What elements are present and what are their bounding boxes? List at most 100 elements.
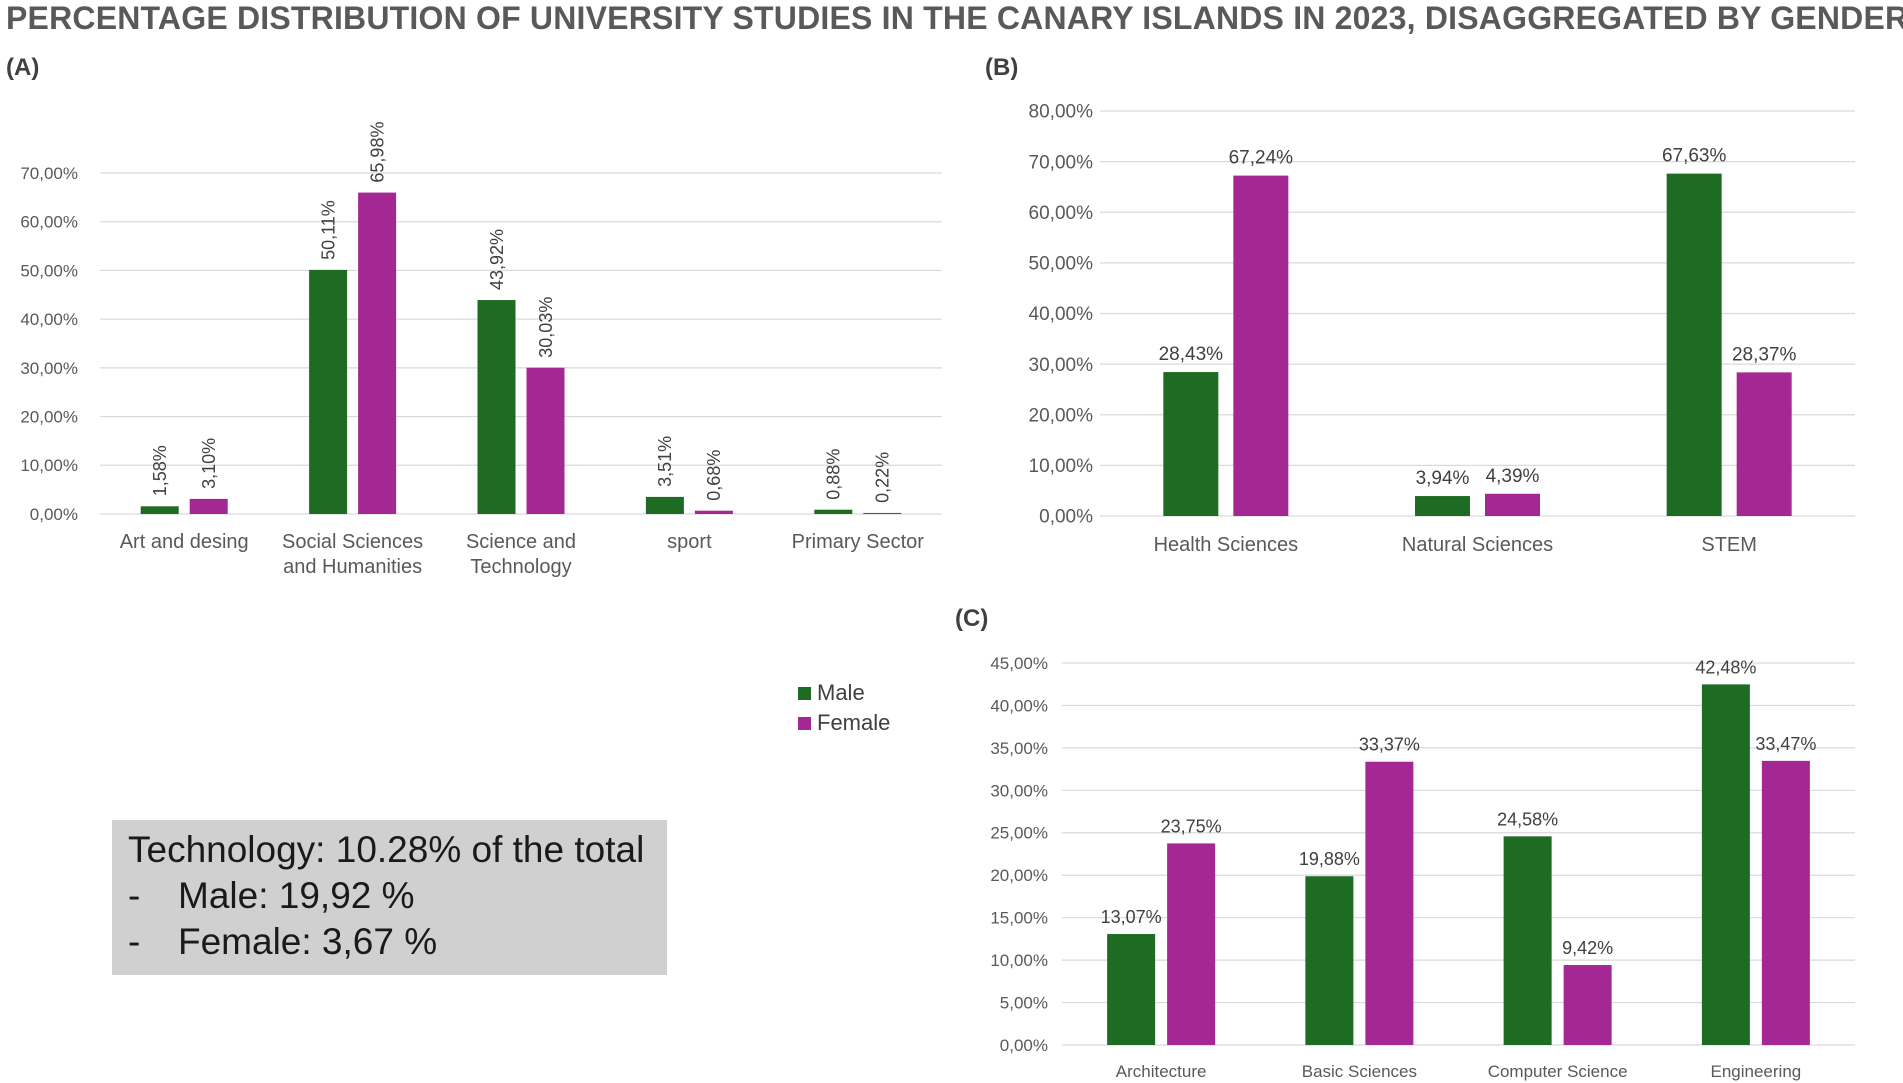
note-text-male: Male: 19,92 % — [178, 875, 415, 916]
data-label: 42,48% — [1695, 657, 1756, 677]
y-tick-label: 0,00% — [30, 505, 78, 524]
data-label: 28,43% — [1159, 344, 1224, 365]
legend-item-male: Male — [798, 678, 890, 708]
note-text-female: Female: 3,67 % — [178, 921, 438, 962]
data-label: 19,88% — [1299, 849, 1360, 869]
data-label: 65,98% — [367, 122, 387, 183]
y-tick-label: 60,00% — [1029, 203, 1094, 224]
bar-male — [1503, 836, 1552, 1045]
data-label: 4,39% — [1486, 466, 1540, 487]
y-tick-label: 10,00% — [20, 456, 78, 475]
y-tick-label: 10,00% — [990, 951, 1048, 970]
legend-swatch-female — [798, 716, 811, 730]
bar-female — [358, 192, 397, 515]
category-label: Computer Science — [1488, 1062, 1628, 1081]
y-tick-label: 50,00% — [20, 261, 78, 280]
data-label: 9,42% — [1562, 938, 1613, 958]
category-label: Primary Sector — [792, 531, 925, 553]
panel-label-c: (C) — [955, 605, 989, 632]
bar-male — [814, 509, 853, 514]
technology-note: Technology: 10.28% of the total - Male: … — [112, 820, 667, 975]
bar-female — [863, 512, 902, 514]
bar-female — [189, 498, 228, 514]
category-label: Engineering — [1711, 1062, 1802, 1081]
category-label: Architecture — [1116, 1062, 1207, 1081]
category-label: Natural Sciences — [1402, 534, 1553, 556]
bar-male — [1107, 934, 1156, 1045]
y-tick-label: 70,00% — [20, 164, 78, 183]
y-tick-label: 30,00% — [1029, 355, 1094, 376]
y-tick-label: 80,00% — [1029, 102, 1094, 123]
data-label: 33,37% — [1359, 735, 1420, 755]
data-label: 3,51% — [655, 436, 675, 487]
legend-label-female: Female — [817, 710, 891, 735]
legend: Male Female — [798, 678, 890, 738]
legend-item-female: Female — [798, 708, 890, 738]
y-tick-label: 5,00% — [1000, 994, 1048, 1013]
data-label: 0,88% — [824, 449, 844, 500]
y-tick-label: 70,00% — [1029, 152, 1094, 173]
category-label: Art and desing — [120, 531, 249, 553]
bar-female — [1563, 965, 1612, 1045]
y-tick-label: 40,00% — [20, 310, 78, 329]
bar-female — [694, 510, 733, 514]
data-label: 13,07% — [1101, 907, 1162, 927]
bar-female — [1485, 493, 1540, 516]
note-dash: - — [128, 875, 141, 916]
bar-female — [1761, 760, 1810, 1045]
data-label: 0,68% — [704, 450, 724, 501]
note-heading: Technology: 10.28% of the total — [128, 829, 645, 870]
legend-swatch-male — [798, 686, 811, 700]
bar-female — [1365, 761, 1414, 1045]
category-label: Basic Sciences — [1302, 1062, 1417, 1081]
y-tick-label: 30,00% — [20, 359, 78, 378]
bar-male — [309, 269, 348, 514]
category-label: Technology — [470, 556, 571, 578]
data-label: 28,37% — [1732, 344, 1797, 365]
category-label: Health Sciences — [1154, 534, 1299, 556]
data-label: 24,58% — [1497, 809, 1558, 829]
category-label: sport — [667, 531, 712, 553]
data-label: 23,75% — [1161, 816, 1222, 836]
bar-male — [140, 506, 179, 514]
legend-label-male: Male — [817, 680, 865, 705]
bar-male — [477, 300, 516, 514]
bar-male — [645, 496, 684, 514]
bar-female — [526, 367, 565, 514]
data-label: 33,47% — [1755, 734, 1816, 754]
panel-label-b: (B) — [985, 54, 1019, 81]
category-label: and Humanities — [283, 556, 422, 578]
data-label: 3,94% — [1416, 468, 1470, 489]
y-tick-label: 20,00% — [20, 408, 78, 427]
bar-male — [1305, 876, 1354, 1045]
data-label: 30,03% — [536, 297, 556, 358]
y-tick-label: 15,00% — [990, 909, 1048, 928]
bar-male — [1163, 372, 1219, 516]
category-label: Science and — [466, 531, 576, 553]
y-tick-label: 45,00% — [990, 654, 1048, 673]
y-tick-label: 40,00% — [1029, 304, 1094, 325]
bar-male — [1666, 173, 1722, 517]
data-label: 67,63% — [1662, 146, 1727, 167]
bar-male — [1415, 496, 1470, 516]
data-label: 1,58% — [150, 445, 170, 496]
y-tick-label: 35,00% — [990, 739, 1048, 758]
data-label: 50,11% — [318, 200, 338, 260]
bar-female — [1167, 843, 1216, 1045]
bar-female — [1736, 372, 1792, 516]
category-label: STEM — [1701, 534, 1757, 556]
y-tick-label: 30,00% — [990, 781, 1048, 800]
y-tick-label: 40,00% — [990, 696, 1048, 715]
bar-female — [1233, 175, 1289, 516]
category-label: Social Sciences — [282, 531, 423, 553]
y-tick-label: 50,00% — [1029, 254, 1094, 275]
note-dash: - — [128, 921, 141, 962]
y-tick-label: 20,00% — [990, 866, 1048, 885]
y-tick-label: 10,00% — [1029, 456, 1094, 477]
y-tick-label: 60,00% — [20, 213, 78, 232]
data-label: 0,22% — [873, 452, 893, 503]
note-item-male: - Male: 19,92 % — [128, 873, 667, 919]
bar-male — [1701, 684, 1750, 1045]
y-tick-label: 0,00% — [1039, 507, 1093, 528]
